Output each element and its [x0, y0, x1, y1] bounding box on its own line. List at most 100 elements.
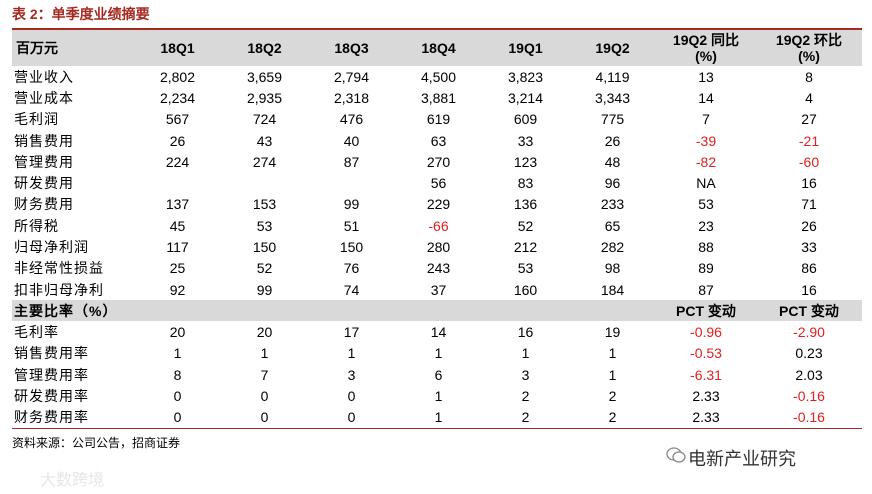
cell: 1: [260, 345, 269, 362]
row-label: 销售费用: [14, 132, 74, 149]
header-text: 19Q2 环比: [775, 32, 843, 48]
cell: 137: [165, 196, 190, 213]
data-row: 所得税 45 53 51 -66 52 65 23 26: [12, 215, 862, 236]
data-row: 扣非归母净利 92 99 74 37 160 184 87 16: [12, 279, 862, 300]
cell: 3: [521, 366, 530, 383]
data-row: 毛利润 567 724 476 619 609 775 7 27: [12, 109, 862, 130]
cell: 1: [395, 406, 482, 429]
data-row: 财务费用率 0 0 0 1 2 2 2.33 -0.16: [12, 406, 862, 429]
row-label: 研发费用率: [14, 387, 89, 404]
cell: 775: [600, 111, 625, 128]
cell: 280: [426, 239, 451, 256]
cell: 0: [134, 406, 221, 429]
cell: 123: [513, 153, 538, 170]
cell: 8: [173, 366, 182, 383]
cell: -60: [798, 153, 820, 170]
cell: 567: [165, 111, 190, 128]
cell: 2,935: [246, 89, 283, 106]
header-cell: 18Q4: [395, 28, 482, 66]
cell: 7: [260, 366, 269, 383]
cell: -6.31: [690, 366, 722, 383]
cell: 1: [434, 345, 443, 362]
cell: [134, 300, 221, 322]
cell: 229: [426, 196, 451, 213]
cell: 89: [698, 260, 714, 277]
cell: 282: [600, 239, 625, 256]
cell: 8: [805, 68, 813, 85]
cell: 99: [343, 196, 360, 213]
cell: [569, 300, 656, 322]
cell: 2: [569, 406, 656, 429]
header-text: (%): [798, 48, 820, 64]
cell: 1: [434, 387, 443, 404]
cell: 136: [513, 196, 538, 213]
header-cell: 19Q2: [569, 28, 656, 66]
cell: 87: [343, 153, 360, 170]
row-label: 营业成本: [14, 89, 74, 106]
cell: 87: [698, 281, 714, 298]
data-row: 销售费用 26 43 40 63 33 26 -39 -21: [12, 130, 862, 151]
cell: 26: [801, 217, 817, 234]
header-cell: 19Q1: [482, 28, 569, 66]
row-label: 财务费用率: [12, 406, 134, 429]
cell: 99: [256, 281, 273, 298]
cell: 0.23: [795, 345, 823, 362]
data-row: 毛利率 20 20 17 14 16 19 -0.96 -2.90: [12, 321, 862, 342]
cell: 33: [801, 239, 817, 256]
row-label: 归母净利润: [14, 239, 89, 256]
cell: 13: [698, 68, 714, 85]
cell: 26: [604, 132, 621, 149]
cell: 2.03: [795, 366, 823, 383]
cell: 53: [256, 217, 273, 234]
cell: 0: [221, 406, 308, 429]
cell: 233: [600, 196, 625, 213]
header-row: 百万元 18Q1 18Q2 18Q3 18Q4 19Q1 19Q2 19Q2 同比 (%) 19Q…: [12, 28, 862, 66]
cell: [395, 300, 482, 322]
cell: 1: [347, 345, 356, 362]
cell: 43: [256, 132, 273, 149]
cell: 45: [169, 217, 186, 234]
cell: 0: [260, 387, 269, 404]
cell: 0: [173, 387, 182, 404]
data-row: 营业收入 2,802 3,659 2,794 4,500 3,823 4,119 13 8: [12, 66, 862, 87]
header-cell: 19Q2 环比 (%): [756, 28, 862, 66]
cell: 16: [517, 323, 534, 340]
cell: 52: [256, 260, 273, 277]
data-row: 研发费用 56 83 96 NA 16: [12, 172, 862, 193]
cell: 3,881: [420, 89, 457, 106]
header-cell: 19Q2 同比 (%): [656, 28, 756, 66]
cell: 2: [482, 406, 569, 429]
cell: 1: [521, 345, 530, 362]
cell: 48: [604, 153, 621, 170]
header-cell: 18Q1: [134, 28, 221, 66]
watermark: 电新产业研究: [688, 449, 796, 469]
cell: 609: [513, 111, 538, 128]
cell: [221, 172, 308, 193]
cell: -0.16: [793, 387, 825, 404]
cell: 153: [252, 196, 277, 213]
cell: 1: [173, 345, 182, 362]
cell: 40: [343, 132, 360, 149]
cell: 2.33: [656, 406, 756, 429]
cell: 6: [434, 366, 443, 383]
cell: 71: [801, 196, 817, 213]
cell: 19: [604, 323, 621, 340]
section-row: 主要比率（%） PCT 变动 PCT 变动: [12, 300, 862, 322]
header-text: 18Q3: [334, 40, 369, 56]
data-row: 非经常性损益 25 52 76 243 53 98 89 86: [12, 258, 862, 279]
row-label: 扣非归母净利: [14, 281, 104, 298]
cell: 27: [801, 111, 817, 128]
cell: 3,343: [594, 89, 631, 106]
cell: [308, 172, 395, 193]
cell: 243: [426, 260, 451, 277]
cell: NA: [696, 175, 716, 192]
header-cell: 百万元: [12, 28, 134, 66]
cell: 51: [343, 217, 360, 234]
cell: 274: [252, 153, 277, 170]
cell: 83: [517, 175, 534, 192]
data-row: 营业成本 2,234 2,935 2,318 3,881 3,214 3,343 14 4: [12, 87, 862, 108]
header-text: (%): [695, 48, 717, 64]
cell: 160: [513, 281, 538, 298]
cell: 20: [169, 323, 186, 340]
data-row: 财务费用 137 153 99 229 136 233 53 71: [12, 194, 862, 215]
